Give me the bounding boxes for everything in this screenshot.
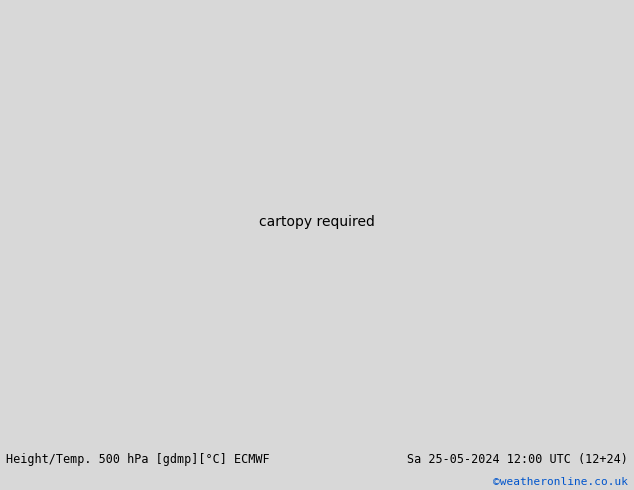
Text: Height/Temp. 500 hPa [gdmp][°C] ECMWF: Height/Temp. 500 hPa [gdmp][°C] ECMWF [6, 453, 270, 466]
Text: Sa 25-05-2024 12:00 UTC (12+24): Sa 25-05-2024 12:00 UTC (12+24) [407, 453, 628, 466]
Text: ©weatheronline.co.uk: ©weatheronline.co.uk [493, 477, 628, 487]
Text: cartopy required: cartopy required [259, 215, 375, 229]
